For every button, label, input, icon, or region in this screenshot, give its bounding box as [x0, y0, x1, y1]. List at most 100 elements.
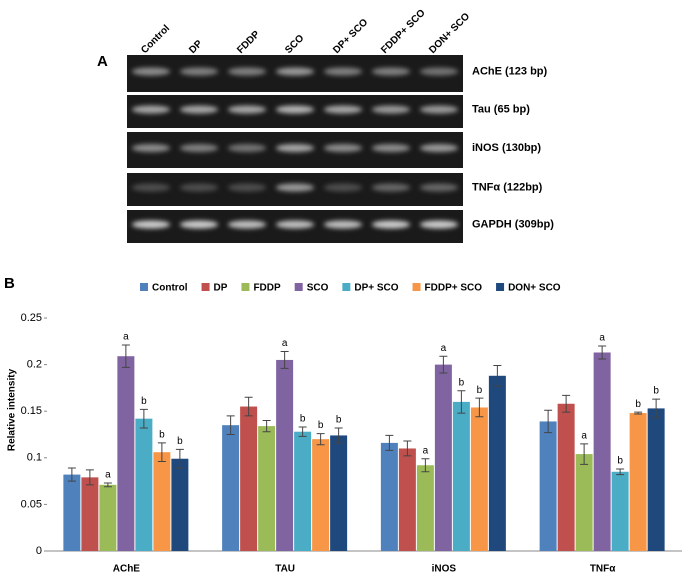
bar [629, 413, 647, 551]
gel-band [227, 144, 267, 152]
gel-band [275, 144, 315, 152]
y-tick-label: 0.1 [27, 452, 42, 464]
error-bar [598, 345, 607, 360]
gel-band [131, 105, 171, 114]
legend-swatch [412, 283, 421, 291]
annotation: a [423, 445, 429, 456]
gel-band [371, 183, 411, 192]
error-bar [634, 411, 643, 415]
gel-band [419, 105, 459, 114]
lane-label: SCO [283, 33, 306, 56]
error-bar [175, 448, 184, 469]
annotation: b [177, 436, 183, 447]
x-tick-label: TAU [275, 564, 295, 575]
error-bar [103, 482, 112, 488]
bar [434, 364, 452, 551]
error-bar [226, 415, 235, 435]
y-tick-label: 0 [36, 545, 42, 557]
gel-band [419, 67, 459, 76]
gel-band [323, 67, 363, 76]
panel-label: A [97, 53, 108, 70]
band-label: GAPDH (309bp) [472, 218, 554, 230]
y-tick-label: 0.2 [27, 359, 42, 371]
annotation: b [477, 385, 483, 396]
annotation: b [617, 456, 623, 467]
error-bar [298, 426, 307, 437]
gel-band [371, 144, 411, 152]
error-bar [67, 467, 76, 482]
bar [330, 435, 348, 551]
x-tick-label: AChE [113, 564, 141, 575]
panel-label: B [4, 275, 15, 292]
legend-swatch [294, 283, 303, 291]
gel-band [323, 105, 363, 114]
bar [380, 442, 398, 551]
legend-label: FDDP [253, 283, 281, 294]
band-label: Tau (65 bp) [472, 103, 530, 115]
legend-label: DON+ SCO [508, 283, 561, 294]
gel-band [275, 183, 315, 192]
annotation: b [336, 415, 342, 426]
lane-label: DP+ SCO [331, 17, 370, 56]
lane-label: DP [187, 38, 205, 56]
bar [81, 477, 99, 551]
gel-band [323, 220, 363, 229]
bar [593, 352, 611, 551]
error-bar [403, 440, 412, 457]
legend-swatch [496, 283, 505, 291]
legend-swatch [140, 283, 148, 291]
annotation: a [581, 430, 587, 441]
x-tick-label: TNFα [590, 564, 616, 575]
lane-label: DON+ SCO [427, 11, 472, 56]
gel-band [227, 183, 267, 192]
annotation: a [599, 333, 605, 344]
error-bar [421, 458, 430, 473]
annotation: b [635, 399, 641, 410]
legend-label: SCO [307, 283, 329, 294]
error-bar [85, 469, 94, 486]
annotation: a [441, 343, 447, 354]
bar [647, 408, 665, 551]
error-bar [580, 443, 589, 465]
y-tick-label: 0.25 [21, 312, 42, 324]
bar [452, 401, 470, 551]
y-tick-label: 0.15 [21, 405, 42, 417]
bar [575, 454, 593, 551]
error-bar [616, 468, 625, 476]
y-axis-label: Relative intensity [7, 368, 18, 451]
band-label: iNOS (130bp) [472, 142, 541, 154]
bar [416, 465, 434, 551]
legend-label: DP [214, 283, 228, 294]
bar [222, 425, 240, 551]
bar [312, 439, 330, 551]
annotation: a [282, 338, 288, 349]
legend-swatch [342, 283, 351, 291]
annotation: b [141, 396, 147, 407]
gel-band [227, 67, 267, 76]
bar [611, 471, 629, 551]
error-bar [457, 390, 466, 414]
error-bar [316, 433, 325, 446]
gel-band [275, 67, 315, 76]
error-bar [475, 397, 484, 418]
gel-band [131, 67, 171, 76]
gel-band [371, 220, 411, 229]
annotation: a [123, 332, 129, 343]
bar [135, 418, 153, 551]
gel-band [131, 183, 171, 192]
gel-band [275, 220, 315, 229]
bar [470, 407, 488, 551]
error-bar [652, 398, 661, 419]
gel-band [323, 183, 363, 192]
bar [153, 452, 171, 551]
annotation: b [159, 430, 165, 441]
legend-label: DP+ SCO [354, 283, 398, 294]
gel-band [371, 67, 411, 76]
annotation: b [318, 420, 324, 431]
annotation: b [653, 386, 659, 397]
error-bar [244, 396, 253, 417]
bar [117, 356, 135, 551]
error-bar [139, 408, 148, 429]
x-tick-label: iNOS [432, 564, 457, 575]
